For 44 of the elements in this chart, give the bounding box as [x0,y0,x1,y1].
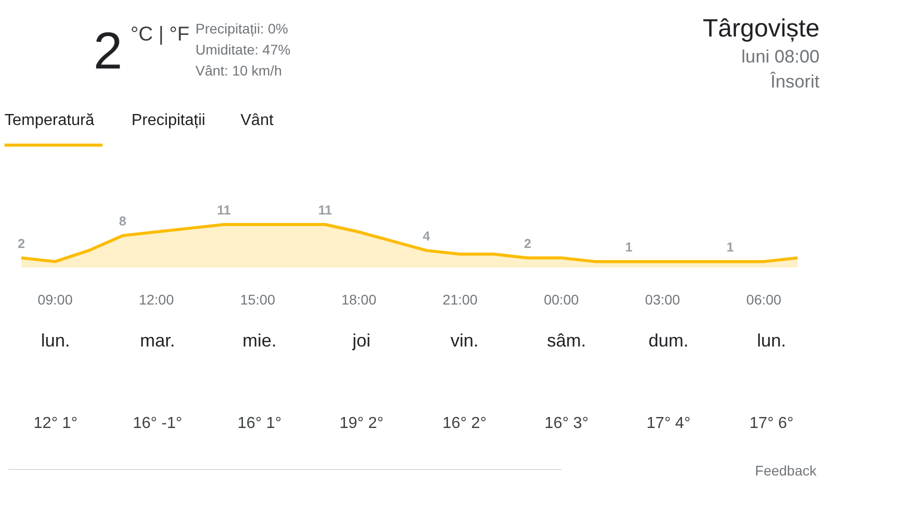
text: joi [351,330,371,350]
text: 16° 3° [544,415,588,432]
text: 16° -1° [132,415,182,432]
data-label: 4 [422,228,431,244]
text: 12° 1° [34,415,78,432]
text: luni 08:00 [741,46,820,66]
data-label: 8 [119,214,126,229]
data-label: 1 [726,240,734,255]
x-tick-label: 03:00 [645,292,680,308]
text: vin. [450,330,479,350]
text: dum. [648,330,689,350]
text: Precipitații: 0% [196,20,288,36]
data-label: 2 [524,236,532,251]
x-tick-label: 18:00 [341,292,377,308]
data-label: 11 [216,202,231,218]
text: Târgoviște [702,14,820,42]
text: Însorit [769,72,820,92]
text: Umiditate: 47% [196,42,290,58]
text: °C | °F [130,24,190,46]
text: 19° 2° [340,415,384,432]
x-tick-label: 21:00 [442,292,478,308]
text: 16° 2° [442,415,486,432]
text: lun. [40,330,70,350]
text: Precipitații [132,112,206,129]
x-tick-label: 09:00 [38,292,73,308]
text: lun. [756,330,786,350]
text: 16° 1° [238,415,282,432]
x-tick-label: 06:00 [746,292,782,308]
text: 17° 4° [646,415,690,432]
data-label: 1 [625,240,632,255]
text: mar. [140,330,176,350]
text: sâm. [546,330,586,350]
text: Temperatură [4,112,94,129]
x-tick-label: 00:00 [544,292,580,308]
text: 2 [94,22,122,80]
x-tick-label: 12:00 [138,292,174,308]
data-label: 2 [18,236,25,251]
x-tick-label: 15:00 [240,292,276,308]
text: Feedback [755,462,818,478]
text: Vânt: 10 km/h [196,62,282,78]
text: 17° 6° [750,415,794,432]
data-label: 11 [318,202,332,218]
text: mie. [242,330,277,350]
text: Vânt [240,112,274,129]
